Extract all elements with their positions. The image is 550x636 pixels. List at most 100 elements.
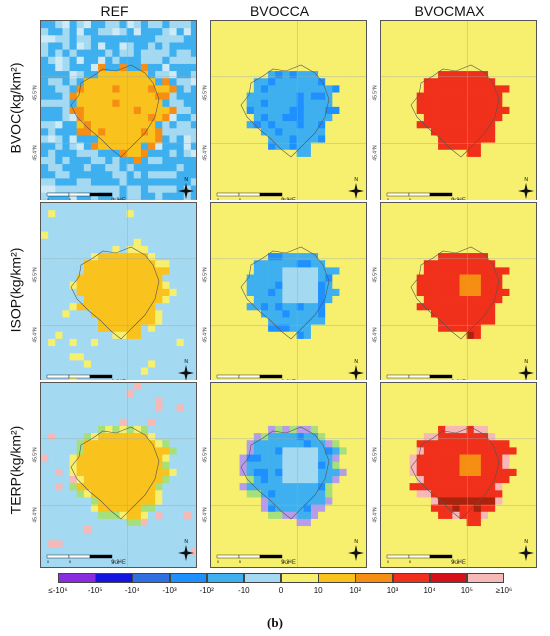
latitude-label: 45.4°N — [33, 327, 39, 343]
legend-tick-label: 10⁵ — [460, 586, 473, 595]
column-header-bvocca: BVOCCA — [249, 3, 310, 19]
north-arrow-icon: N — [348, 359, 364, 381]
latitude-label: 45.4°N — [203, 327, 209, 343]
legend-tick-label: ≤-10⁶ — [48, 586, 68, 595]
legend-swatch — [132, 573, 170, 583]
legend-swatch — [243, 573, 282, 583]
svg-text:N: N — [184, 539, 188, 545]
legend-swatch — [58, 573, 96, 583]
legend-tick-label: -10⁴ — [124, 586, 140, 595]
city-boundary — [70, 246, 160, 340]
city-boundary — [240, 246, 330, 340]
north-arrow-icon: N — [178, 359, 194, 381]
svg-text:5: 5 — [239, 560, 241, 564]
latitude-label: 45.4°N — [373, 327, 379, 343]
svg-text:10 km: 10 km — [112, 560, 122, 564]
latitude-label: 45.4°N — [203, 145, 209, 161]
city-boundary — [240, 64, 330, 158]
legend-tick-label: -10² — [199, 586, 214, 595]
latitude-label: 45.5°N — [373, 85, 379, 101]
north-arrow-icon: N — [348, 177, 364, 199]
figure-caption: (b) — [267, 615, 283, 630]
city-boundary — [240, 426, 330, 520]
north-arrow-icon: N — [518, 539, 534, 561]
city-boundary — [70, 426, 160, 520]
city-boundary — [410, 246, 500, 340]
row-label-terp: TERP(kg/km²) — [7, 425, 24, 514]
latitude-label: 45.4°N — [373, 507, 379, 523]
north-arrow-icon: N — [348, 539, 364, 561]
city-boundary — [410, 64, 500, 158]
legend-swatch — [392, 573, 431, 583]
legend-tick-label: 10² — [349, 586, 362, 595]
svg-text:N: N — [524, 359, 528, 365]
latitude-label: 45.5°N — [203, 267, 209, 283]
city-boundary — [410, 426, 500, 520]
latitude-label: 45.5°N — [33, 447, 39, 463]
row-label-isop: ISOP(kg/km²) — [7, 247, 23, 332]
map-panel-bvocmax-terp: 0 5 10 km N 45.5°N 45.4°N 9.2°E — [370, 380, 537, 572]
legend-tick-label: 0 — [278, 586, 284, 595]
legend-swatch — [355, 573, 393, 583]
legend-swatch — [429, 573, 468, 583]
legend-swatch — [281, 573, 319, 583]
legend-swatch — [169, 573, 208, 583]
north-arrow-icon: N — [178, 177, 194, 199]
north-arrow-icon: N — [518, 177, 534, 199]
legend-swatch — [318, 573, 356, 583]
longitude-label: 9.2°E — [451, 560, 466, 566]
latitude-label: 45.5°N — [33, 267, 39, 283]
legend-swatch — [466, 573, 505, 583]
svg-text:N: N — [354, 539, 358, 545]
latitude-label: 45.5°N — [373, 447, 379, 463]
svg-text:N: N — [354, 359, 358, 365]
svg-text:N: N — [524, 177, 528, 183]
svg-text:5: 5 — [69, 560, 71, 564]
legend-tick-label: -10 — [238, 586, 250, 595]
north-arrow-icon: N — [518, 359, 534, 381]
column-header-bvocmax: BVOCMAX — [414, 3, 485, 19]
city-boundary — [70, 64, 160, 158]
north-arrow-icon: N — [178, 539, 194, 561]
svg-text:10 km: 10 km — [282, 560, 292, 564]
legend-swatch — [206, 573, 245, 583]
latitude-label: 45.5°N — [203, 85, 209, 101]
legend-tick-label: -10⁵ — [87, 586, 103, 595]
map-panel-bvocca-terp: 0 5 10 km N 45.5°N 45.4°N 9.2°E — [200, 380, 367, 572]
latitude-label: 45.4°N — [33, 145, 39, 161]
latitude-label: 45.4°N — [33, 507, 39, 523]
latitude-label: 45.4°N — [373, 145, 379, 161]
row-label-bvoc: BVOC(kg/km²) — [7, 62, 23, 153]
svg-text:N: N — [354, 177, 358, 183]
legend-tick-label: 10³ — [386, 586, 399, 595]
legend-tick-label: 10⁴ — [423, 586, 436, 595]
column-header-ref: REF — [100, 3, 129, 19]
legend-tick-label: 10 — [313, 586, 323, 595]
latitude-label: 45.5°N — [33, 85, 39, 101]
legend-tick-label: ≥10⁶ — [495, 586, 513, 595]
svg-text:N: N — [184, 359, 188, 365]
svg-text:N: N — [184, 177, 188, 183]
